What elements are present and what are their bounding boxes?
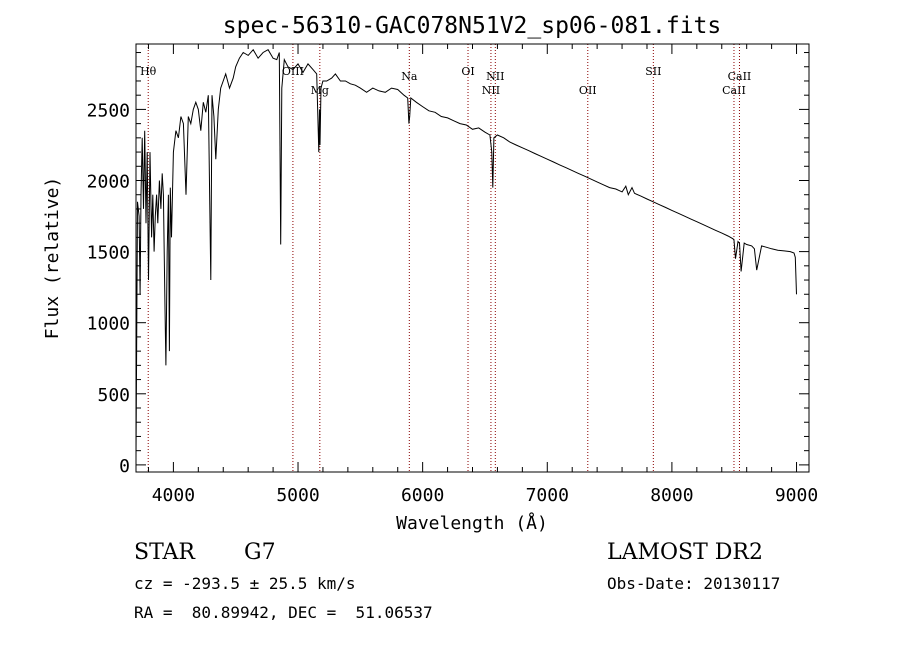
y-tick-label: 2500 xyxy=(87,100,130,121)
x-axis-label: Wavelength (Å) xyxy=(396,512,548,534)
line-marker-label: OI xyxy=(461,65,474,78)
y-tick-label: 2000 xyxy=(87,172,130,193)
x-tick-label: 9000 xyxy=(775,485,818,506)
line-marker-label: OIII xyxy=(282,65,304,78)
redshift-text: cz = -293.5 ± 25.5 km/s xyxy=(134,574,356,593)
line-marker-label: OII xyxy=(579,84,597,97)
y-tick-label: 1000 xyxy=(87,314,130,335)
axis-ticks: 4000 5000 6000 7000 8000 9000 0 500 1000 1500 2000… xyxy=(87,44,818,506)
x-tick-label: 5000 xyxy=(276,485,319,506)
chart-title: spec-56310-GAC078N51V2_sp06-081.fits xyxy=(223,13,722,39)
y-tick-label: 500 xyxy=(97,385,130,406)
obs-date-text: Obs-Date: 20130117 xyxy=(607,574,781,593)
plot-frame xyxy=(135,43,810,473)
line-marker-label: NII xyxy=(486,70,504,83)
line-marker-label: CaII xyxy=(728,70,752,83)
x-tick-label: 4000 xyxy=(152,485,195,506)
line-marker-label: Hθ xyxy=(140,65,157,78)
line-marker-label: NII xyxy=(482,84,500,97)
object-subclass: G7 xyxy=(244,540,276,565)
y-axis-label: Flux (relative) xyxy=(42,177,63,340)
y-tick-label: 1500 xyxy=(87,243,130,264)
coordinates-text: RA = 80.89942, DEC = 51.06537 xyxy=(134,603,433,622)
survey-name: LAMOST DR2 xyxy=(607,540,763,565)
y-tick-label: 0 xyxy=(119,456,130,477)
object-class: STAR xyxy=(134,540,195,565)
line-marker-label: SII xyxy=(645,65,661,78)
spectrum-line xyxy=(135,48,797,458)
line-marker-label: Mg xyxy=(311,84,329,97)
line-marker-label: CaII xyxy=(722,84,746,97)
x-tick-label: 7000 xyxy=(526,485,569,506)
x-tick-label: 8000 xyxy=(650,485,693,506)
x-tick-label: 6000 xyxy=(401,485,444,506)
line-marker-label: Na xyxy=(401,70,418,83)
